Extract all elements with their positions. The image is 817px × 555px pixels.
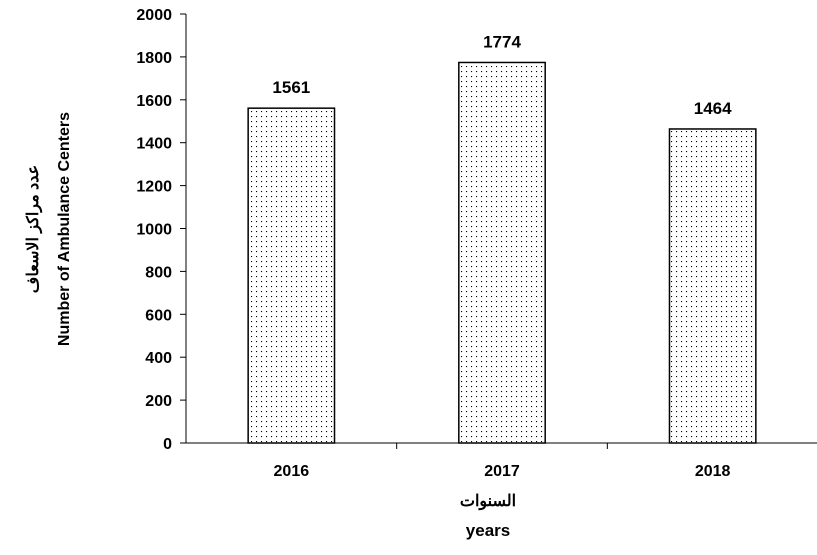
y-axis-ticks: 0 200 400 600 800 1000 1200 1400 1600 1800 2000 — [136, 7, 186, 453]
y-tick-label: 400 — [145, 350, 172, 367]
x-axis-ticks: 2016 2017 2018 — [274, 443, 731, 480]
data-labels-group: 1561 1774 1464 — [272, 32, 732, 117]
bar-2018 — [668, 128, 757, 444]
y-tick-label: 1200 — [136, 179, 172, 196]
data-label-2018: 1464 — [694, 99, 732, 118]
y-axis-title: Number of Ambulance Centers — [56, 112, 73, 346]
y-tick-label: 1000 — [136, 222, 172, 239]
data-label-2016: 1561 — [272, 78, 310, 97]
y-tick-label: 1400 — [136, 136, 172, 153]
x-tick-label: 2017 — [484, 463, 520, 480]
y-tick-label: 0 — [163, 436, 172, 453]
axes-group — [185, 14, 817, 444]
y-tick-label: 200 — [145, 393, 172, 410]
y-tick-label: 800 — [145, 264, 172, 281]
bar-2017 — [458, 61, 546, 444]
x-axis-title: years — [466, 521, 510, 540]
y-tick-label: 2000 — [136, 7, 172, 24]
x-tick-label: 2018 — [695, 463, 731, 480]
y-tick-label: 1800 — [136, 50, 172, 67]
bars-group — [247, 61, 757, 444]
y-tick-label: 600 — [145, 307, 172, 324]
x-tick-label: 2016 — [274, 463, 310, 480]
data-label-2017: 1774 — [483, 32, 521, 51]
y-tick-label: 1600 — [136, 93, 172, 110]
y-axis-title-arabic: عدد مراكز الاسعاف — [25, 165, 43, 293]
x-axis-title-arabic: السنوات — [460, 493, 516, 511]
bar-2016 — [247, 107, 336, 444]
